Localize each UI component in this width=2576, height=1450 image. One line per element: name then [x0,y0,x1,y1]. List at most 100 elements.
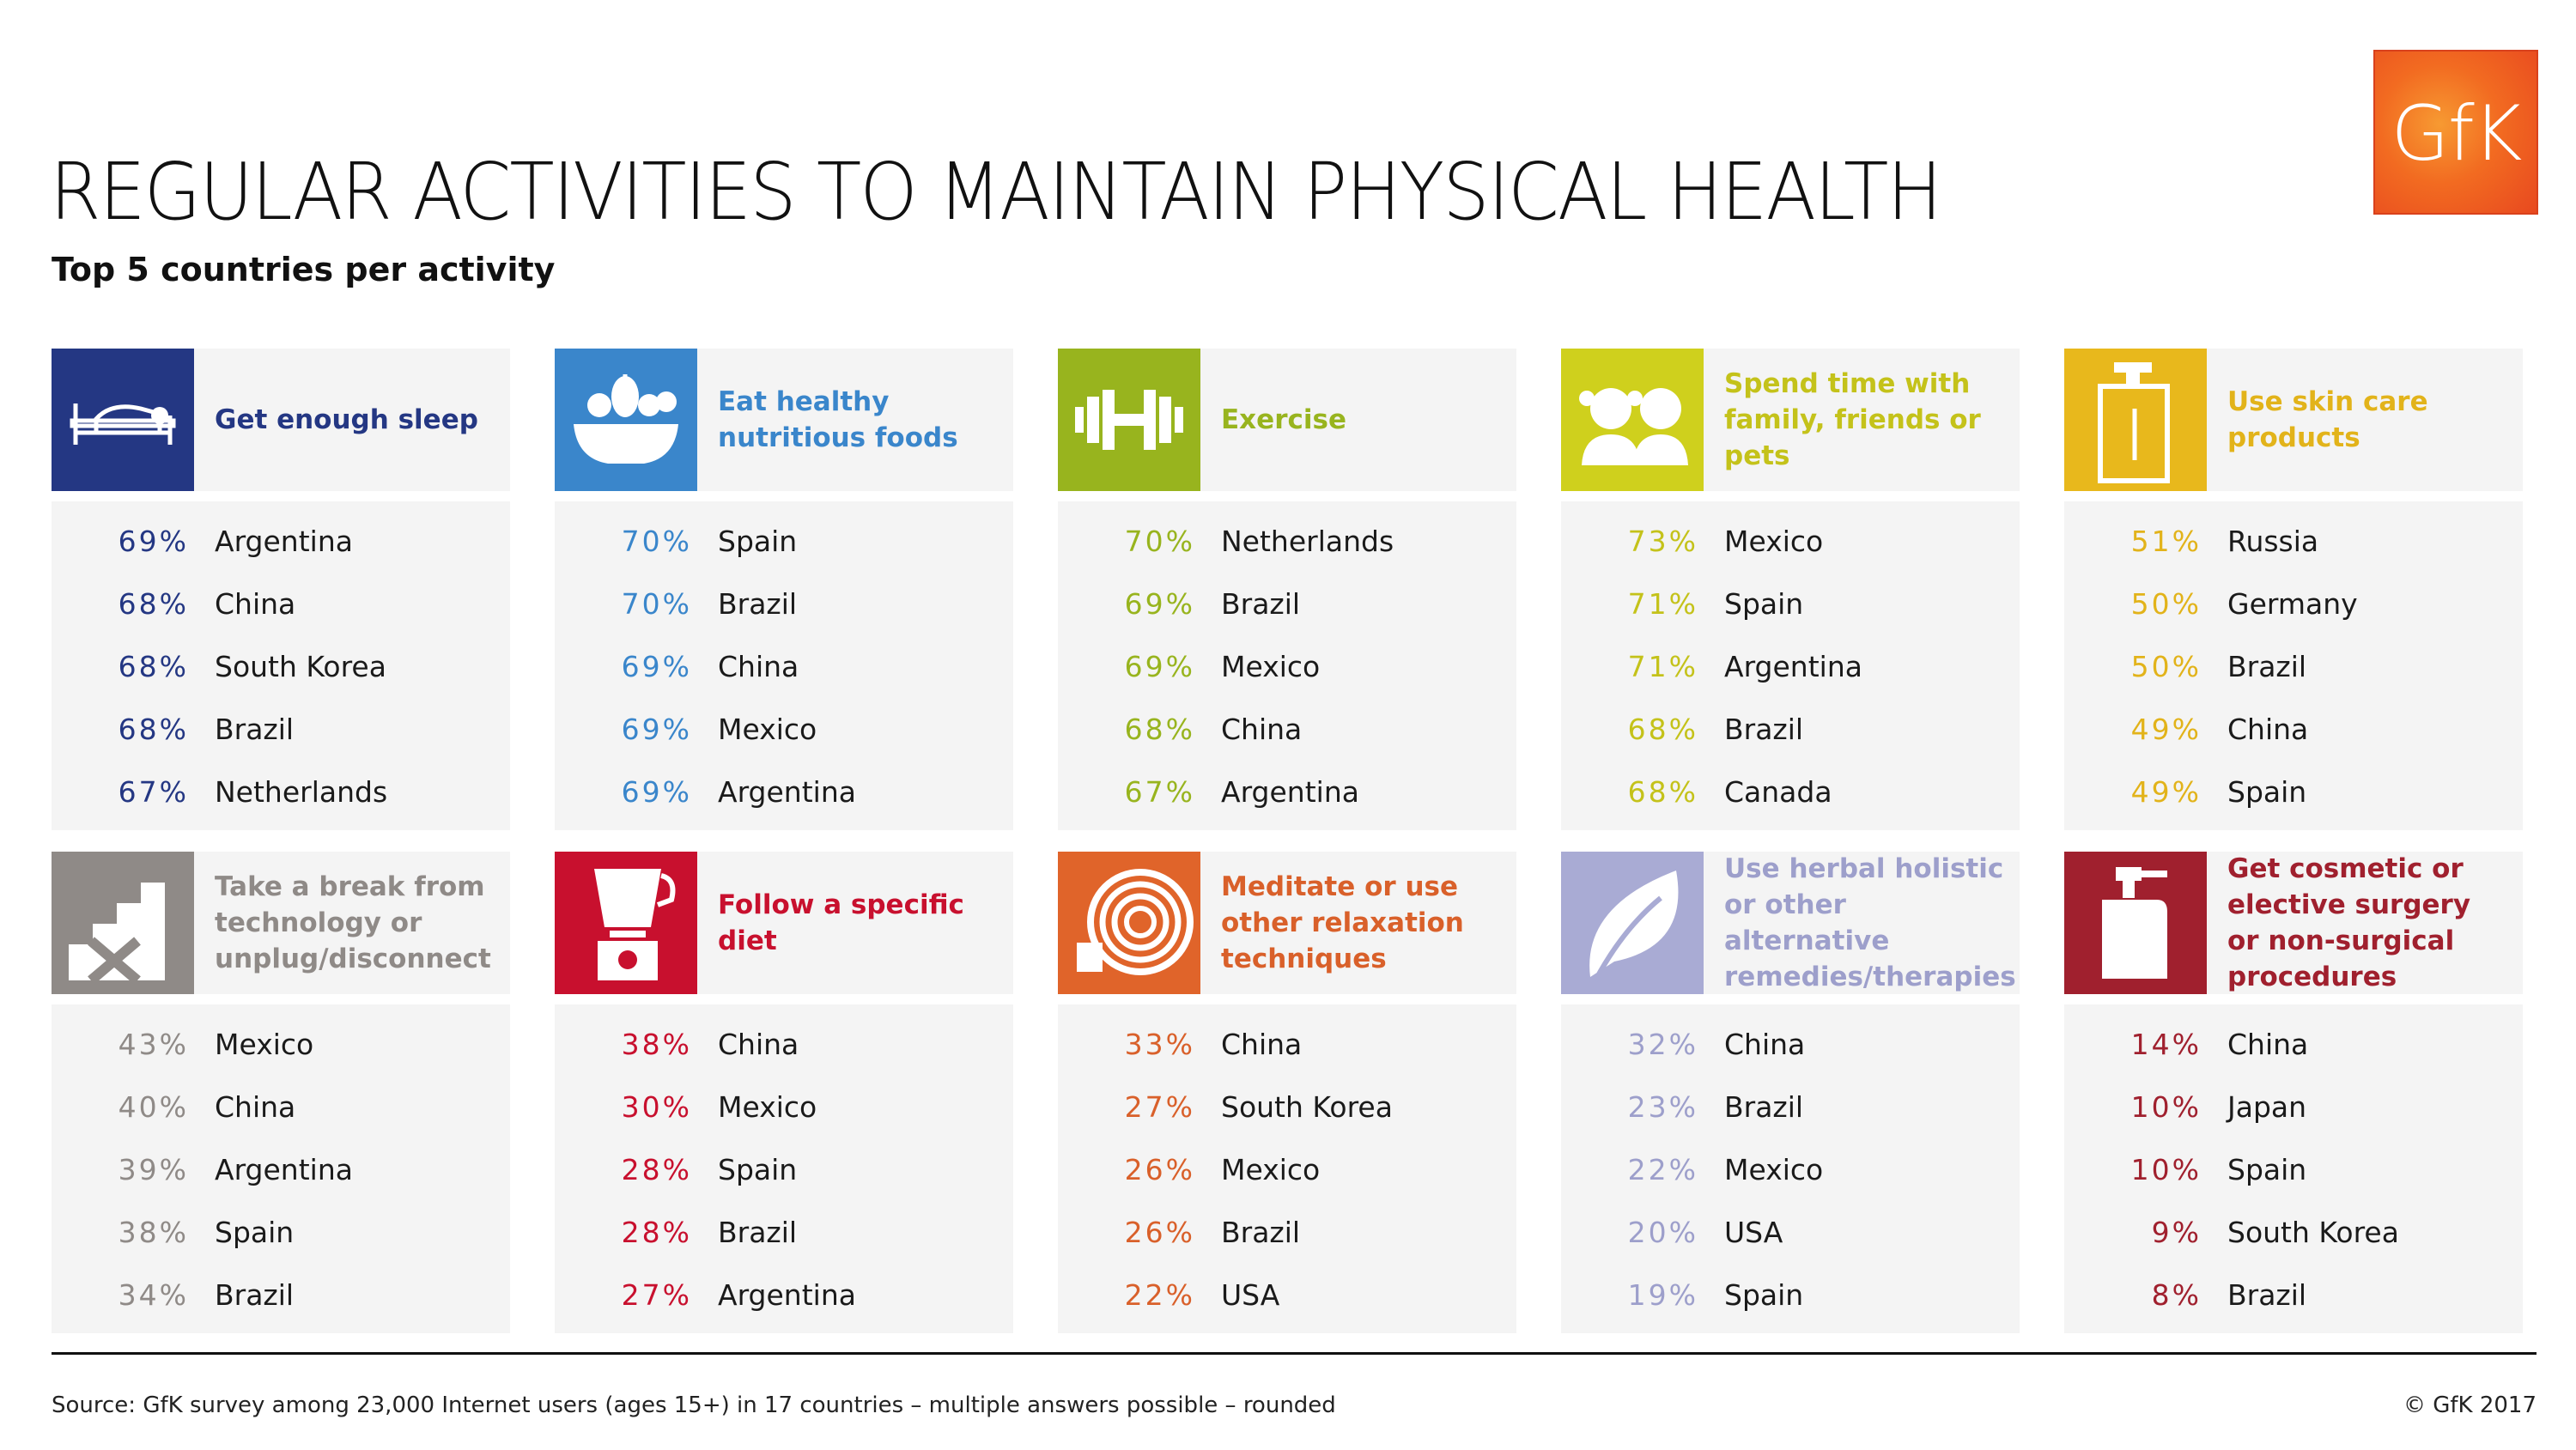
percent-value: 68% [118,587,189,621]
activity-card: Get enough sleep 69% Argentina 68% China 68% S… [52,349,510,830]
percent-value: 69% [621,775,692,809]
country-row: 14% China [2064,1013,2523,1076]
percent-value: 38% [118,1216,189,1249]
activity-card: Follow a specific diet 38% China 30% Mexico 2… [555,852,1013,1333]
country-row: 8% Brazil [2064,1264,2523,1326]
country-name: Brazil [718,587,798,621]
country-row: 38% China [555,1013,1013,1076]
activity-card: Take a break from technology or unplug/d… [52,852,510,1333]
country-row: 9% South Korea [2064,1201,2523,1264]
country-name: South Korea [1221,1090,1393,1124]
percent-value: 19% [1627,1278,1698,1312]
country-name: Spain [2227,775,2307,809]
country-name: Netherlands [215,775,388,809]
percent-value: 70% [621,525,692,558]
header-separator [1561,994,2020,1004]
country-row: 10% Japan [2064,1076,2523,1138]
activity-header: Use skin care products [2064,349,2523,491]
activity-label: Use herbal holistic or other alternative… [1724,853,2016,992]
header-separator [555,491,1013,501]
country-row: 49% China [2064,698,2523,761]
activity-card: Use skin care products 51% Russia 50% German… [2064,349,2523,830]
country-name: China [1221,713,1303,746]
percent-value: 49% [2130,713,2202,746]
country-list: 70% Spain 70% Brazil 69% China 69% Mexico 69% Arg… [555,510,1013,823]
percent-value: 69% [118,525,189,558]
country-row: 26% Brazil [1058,1201,1516,1264]
percent-value: 71% [1627,650,1698,683]
country-name: South Korea [2227,1216,2399,1249]
country-row: 70% Netherlands [1058,510,1516,573]
country-row: 27% Argentina [555,1264,1013,1326]
percent-value: 68% [118,650,189,683]
percent-value: 50% [2130,650,2202,683]
percent-value: 33% [1124,1028,1195,1061]
country-name: USA [1221,1278,1280,1312]
country-row: 28% Spain [555,1138,1013,1201]
country-name: Brazil [2227,1278,2307,1312]
country-row: 33% China [1058,1013,1516,1076]
country-row: 32% China [1561,1013,2020,1076]
country-list: 38% China 30% Mexico 28% Spain 28% Brazil 27% Arg… [555,1013,1013,1326]
country-row: 50% Brazil [2064,635,2523,698]
percent-value: 51% [2130,525,2202,558]
percent-value: 8% [2151,1278,2202,1312]
percent-value: 40% [118,1090,189,1124]
percent-value: 69% [621,650,692,683]
country-name: Spain [1724,587,1804,621]
country-name: China [1221,1028,1303,1061]
activity-card: Exercise 70% Netherlands 69% Brazil 69% Mexico… [1058,349,1516,830]
country-name: Mexico [1724,1153,1824,1186]
header-separator [1058,491,1516,501]
percent-value: 69% [1124,587,1195,621]
activity-header: Get enough sleep [52,349,510,491]
country-name: Mexico [215,1028,314,1061]
food-bowl-icon [555,349,697,491]
country-row: 43% Mexico [52,1013,510,1076]
activity-header: Follow a specific diet [555,852,1013,994]
activity-header: Get cosmetic or elective surgery or non-… [2064,852,2523,994]
activity-card: Use herbal holistic or other alternative… [1561,852,2020,1333]
activity-header: Spend time with family, friends or pets [1561,349,2020,491]
country-list: 32% China 23% Brazil 22% Mexico 20% USA 19% Spain [1561,1013,2020,1326]
people-icon [1561,349,1704,491]
country-name: South Korea [215,650,386,683]
country-name: China [718,1028,799,1061]
activity-label: Use skin care products [2227,386,2428,453]
country-row: 68% Brazil [52,698,510,761]
country-row: 38% Spain [52,1201,510,1264]
country-name: Spain [2227,1153,2307,1186]
country-list: 73% Mexico 71% Spain 71% Argentina 68% Brazil 68… [1561,510,2020,823]
country-name: Argentina [1724,650,1862,683]
country-row: 22% USA [1058,1264,1516,1326]
country-row: 28% Brazil [555,1201,1013,1264]
country-row: 69% Mexico [1058,635,1516,698]
activity-label: Exercise [1221,404,1346,435]
percent-value: 70% [1124,525,1195,558]
percent-value: 67% [118,775,189,809]
percent-value: 23% [1627,1090,1698,1124]
percent-value: 67% [1124,775,1195,809]
percent-value: 30% [621,1090,692,1124]
country-name: Brazil [718,1216,798,1249]
percent-value: 22% [1124,1278,1195,1312]
percent-value: 43% [118,1028,189,1061]
percent-value: 71% [1627,587,1698,621]
percent-value: 20% [1627,1216,1698,1249]
country-name: Mexico [718,1090,817,1124]
country-name: China [2227,1028,2309,1061]
percent-value: 28% [621,1216,692,1249]
percent-value: 69% [1124,650,1195,683]
country-name: Spain [718,1153,798,1186]
country-row: 68% Brazil [1561,698,2020,761]
country-row: 19% Spain [1561,1264,2020,1326]
country-row: 68% Canada [1561,761,2020,823]
percent-value: 27% [1124,1090,1195,1124]
country-row: 69% Argentina [52,510,510,573]
dumbbell-icon [1058,349,1200,491]
activity-label: Get cosmetic or elective surgery or non-… [2227,853,2471,992]
country-row: 69% Brazil [1058,573,1516,635]
percent-value: 69% [621,713,692,746]
header-separator [52,491,510,501]
country-name: Netherlands [1221,525,1394,558]
